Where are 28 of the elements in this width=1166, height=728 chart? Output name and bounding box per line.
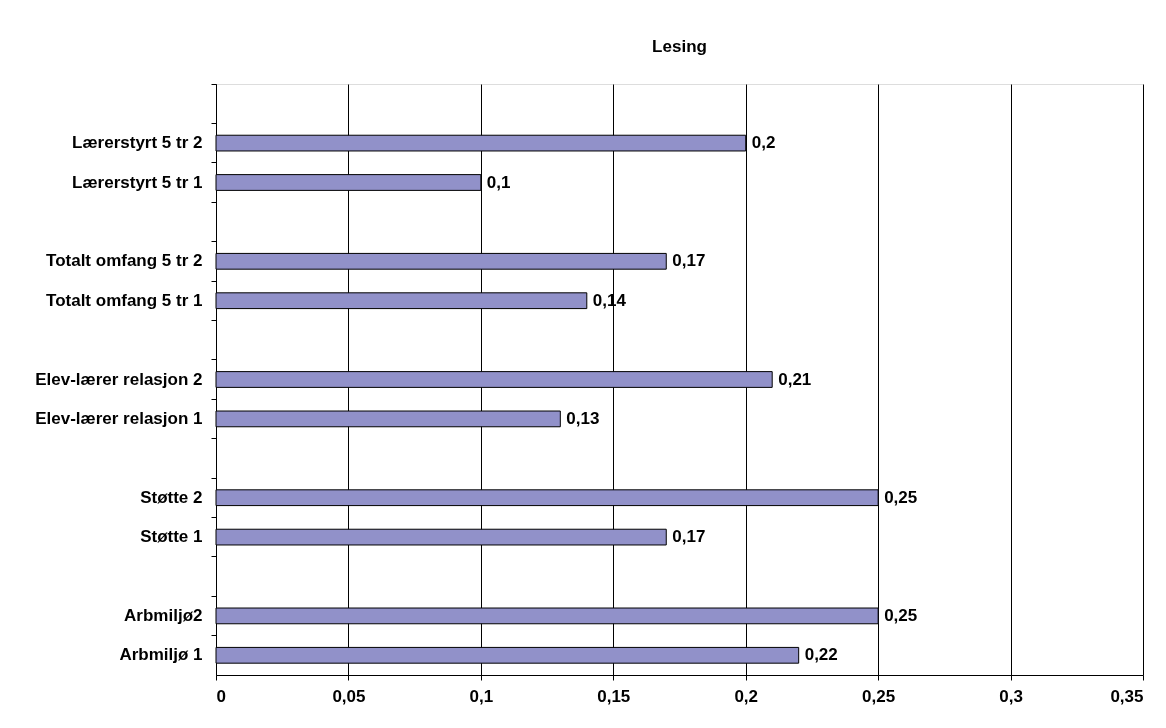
x-tick-label: 0,35 [1110, 686, 1144, 706]
x-tick-label: 0,3 [999, 686, 1023, 706]
data-label: 0,21 [778, 369, 812, 389]
x-tick-label: 0 [216, 686, 226, 706]
y-tick-label: Totalt omfang 5 tr 2 [46, 251, 203, 271]
y-tick-label: Arbmiljø 1 [119, 645, 203, 665]
data-label: 0,17 [672, 251, 706, 271]
y-tick-label: Støtte 1 [140, 527, 203, 547]
data-label: 0,13 [566, 408, 600, 428]
y-tick-label: Totalt omfang 5 tr 1 [46, 290, 203, 310]
x-tick-label: 0,1 [469, 686, 494, 706]
data-label: 0,25 [884, 487, 918, 507]
x-tick-label: 0,15 [597, 686, 631, 706]
data-label: 0,25 [884, 605, 918, 625]
data-label: 0,1 [486, 172, 511, 192]
y-tick-label: Arbmiljø2 [124, 605, 203, 625]
y-tick-label: Støtte 2 [140, 487, 203, 507]
y-tick-label: Lærerstyrt 5 tr 1 [72, 172, 203, 192]
chart-title: Lesing [652, 36, 707, 56]
y-tick-label: Lærerstyrt 5 tr 2 [72, 133, 203, 153]
data-label: 0,22 [804, 645, 838, 665]
x-tick-label: 0,25 [862, 686, 896, 706]
data-label: 0,17 [672, 527, 706, 547]
y-tick-label: Elev-lærer relasjon 1 [35, 408, 203, 428]
x-tick-label: 0,2 [734, 686, 759, 706]
y-tick-label: Elev-lærer relasjon 2 [35, 369, 203, 389]
data-label: 0,2 [751, 133, 776, 153]
x-tick-label: 0,05 [332, 686, 366, 706]
